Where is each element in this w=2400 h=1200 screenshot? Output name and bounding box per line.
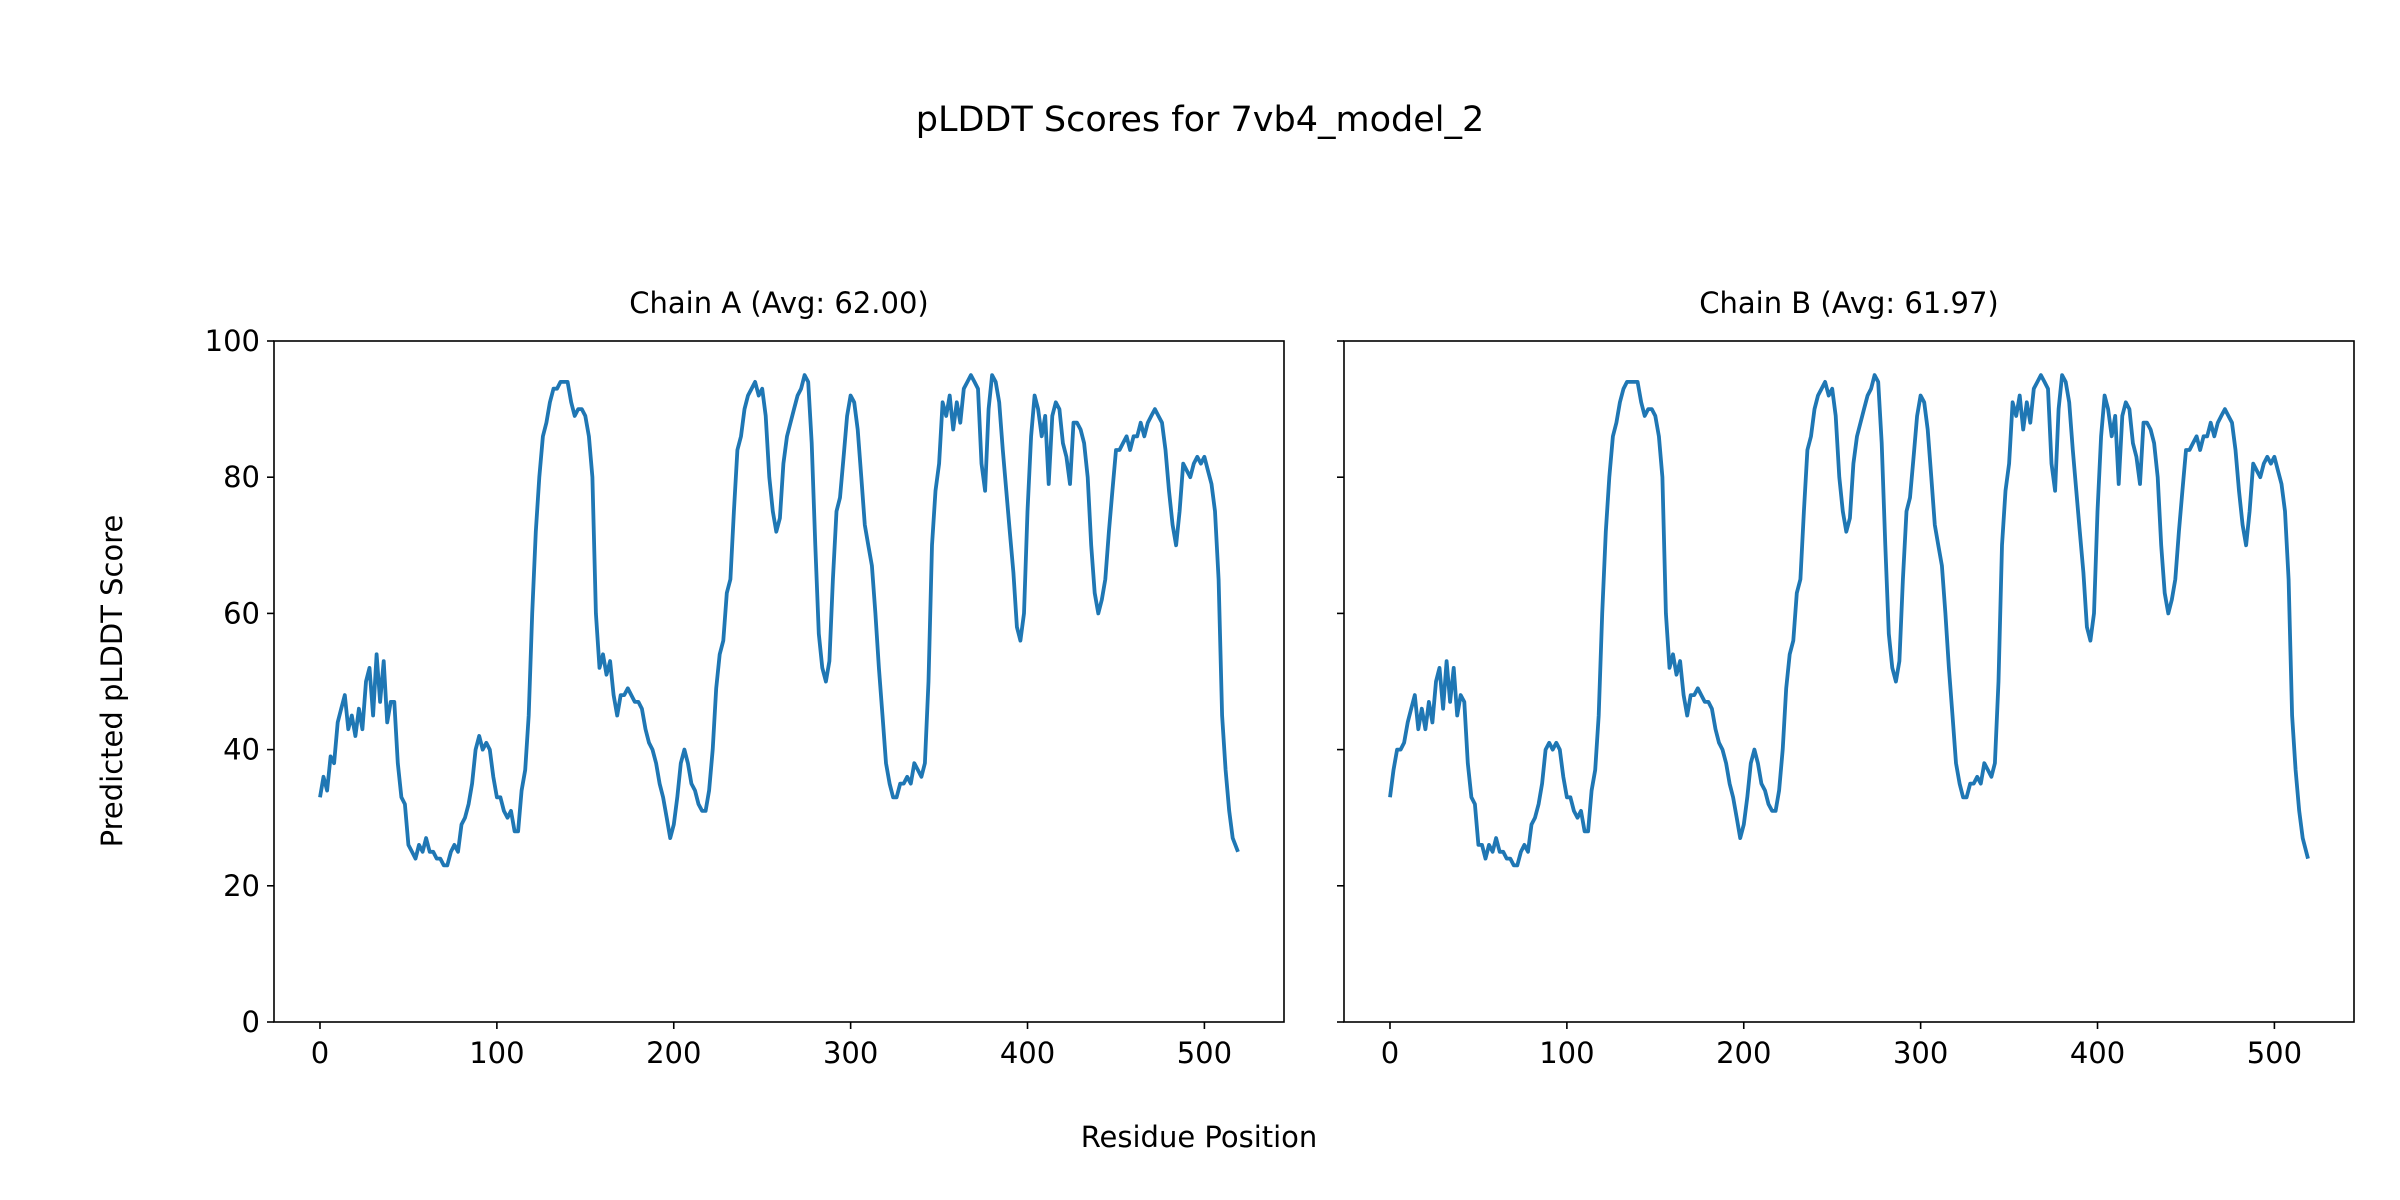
- x-tick-label: 200: [1716, 1036, 1771, 1070]
- axes-frame: [273, 340, 1285, 1023]
- chain-b-title: Chain B (Avg: 61.97): [1699, 286, 1999, 320]
- x-tick-label: 300: [823, 1036, 878, 1070]
- x-tick-label: 500: [2247, 1036, 2302, 1070]
- axes-frame: [1343, 340, 2355, 1023]
- y-tick-label: 0: [242, 1005, 260, 1039]
- plddt-line-chain-b: [1388, 373, 2310, 868]
- x-tick-label: 400: [1000, 1036, 1055, 1070]
- y-tick-label: 40: [223, 733, 260, 767]
- chain-a-title: Chain A (Avg: 62.00): [629, 286, 928, 320]
- x-axis-label: Residue Position: [1081, 1120, 1318, 1154]
- y-axis-label: Predicted pLDDT Score: [95, 515, 129, 848]
- y-tick-label: 60: [223, 596, 260, 630]
- y-tick-label: 20: [223, 869, 260, 903]
- figure-title: pLDDT Scores for 7vb4_model_2: [916, 100, 1484, 140]
- x-tick-label: 500: [1177, 1036, 1232, 1070]
- y-tick-label: 100: [205, 324, 260, 358]
- x-tick-label: 0: [1381, 1036, 1399, 1070]
- x-tick-label: 400: [2070, 1036, 2125, 1070]
- y-tick-label: 80: [223, 460, 260, 494]
- x-tick-label: 100: [469, 1036, 524, 1070]
- chain-b-panel: Chain B (Avg: 61.97) 0 100 200 300 400 500: [1337, 286, 2355, 1070]
- x-tick-label: 0: [311, 1036, 329, 1070]
- x-tick-label: 300: [1893, 1036, 1948, 1070]
- x-tick-label: 200: [646, 1036, 701, 1070]
- chain-a-panel: Chain A (Avg: 62.00) 0 100 200 300 400 500 0 20…: [205, 286, 1285, 1070]
- plddt-line-chain-a: [318, 373, 1240, 868]
- x-tick-label: 100: [1539, 1036, 1594, 1070]
